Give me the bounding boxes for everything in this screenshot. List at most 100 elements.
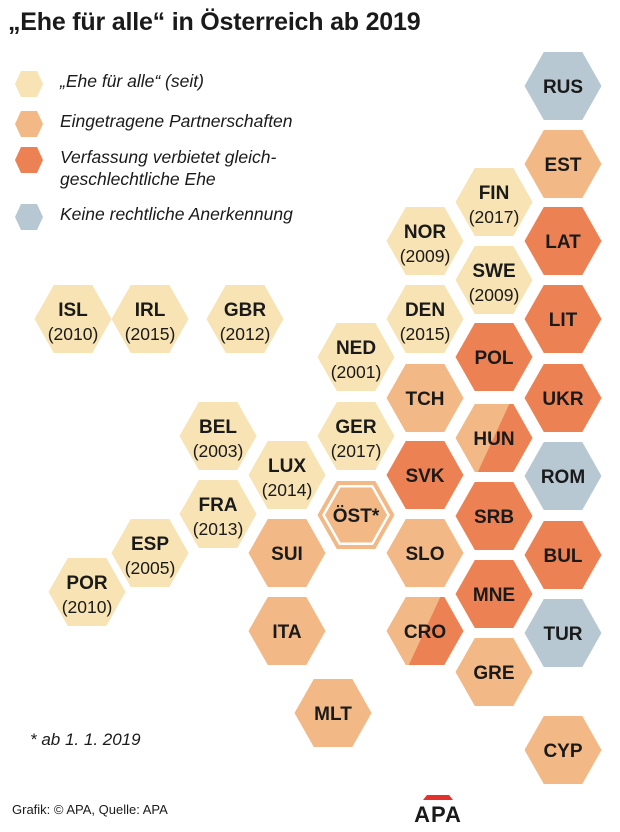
country-hex-lat: LAT	[524, 207, 602, 275]
country-code-label: CYP	[543, 741, 582, 762]
hex-shape	[294, 679, 372, 747]
country-hex-mlt: MLT	[294, 679, 372, 747]
country-hex-isl: ISL (2010)	[34, 285, 112, 353]
country-hex-gre: GRE	[455, 638, 533, 706]
country-hex-svk: SVK	[386, 441, 464, 509]
country-hex-ger: GER (2017)	[317, 402, 395, 470]
country-code-label: TUR	[543, 624, 582, 645]
country-hex-ukr: UKR	[524, 364, 602, 432]
country-year-label: (2010)	[62, 597, 113, 617]
hex-shape	[524, 599, 602, 667]
country-year-label: (2015)	[125, 324, 176, 344]
country-hex-bel: BEL (2003)	[179, 402, 257, 470]
hex-shape	[524, 285, 602, 353]
hex-shape	[248, 441, 326, 509]
country-hex-tur: TUR	[524, 599, 602, 667]
country-code-label: SLO	[405, 544, 444, 565]
country-code-label: SVK	[405, 466, 444, 487]
hex-shape	[317, 323, 395, 391]
country-code-label: ÖST*	[333, 506, 380, 527]
country-code-label: NED	[336, 338, 376, 359]
country-code-label: EST	[545, 155, 582, 176]
country-code-label: IRL	[135, 300, 166, 321]
country-hex-nor: NOR (2009)	[386, 207, 464, 275]
country-code-label: TCH	[405, 389, 444, 410]
hex-shape	[248, 597, 326, 665]
country-hex-por: POR (2010)	[48, 558, 126, 626]
country-hex-fin: FIN (2017)	[455, 168, 533, 236]
country-code-label: BUL	[543, 546, 582, 567]
country-hex-cro: CRO	[386, 597, 464, 665]
hex-shape	[524, 716, 602, 784]
country-code-label: ISL	[58, 300, 88, 321]
country-year-label: (2003)	[193, 441, 244, 461]
country-code-label: LAT	[545, 232, 581, 253]
country-code-label: ROM	[541, 467, 585, 488]
country-code-label: MNE	[473, 585, 515, 606]
hex-shape	[317, 402, 395, 470]
country-code-label: DEN	[405, 300, 445, 321]
hex-shape	[455, 482, 533, 550]
country-hex-lit: LIT	[524, 285, 602, 353]
hex-shape	[524, 364, 602, 432]
country-hex-fra: FRA (2013)	[179, 480, 257, 548]
country-code-label: SWE	[472, 261, 515, 282]
country-hex-srb: SRB	[455, 482, 533, 550]
country-hex-tch: TCH	[386, 364, 464, 432]
country-hex-gbr: GBR (2012)	[206, 285, 284, 353]
country-code-label: POL	[474, 348, 513, 369]
country-hex-irl: IRL (2015)	[111, 285, 189, 353]
country-code-label: RUS	[543, 77, 583, 98]
country-year-label: (2005)	[125, 558, 176, 578]
country-year-label: (2014)	[262, 480, 313, 500]
hex-shape	[524, 52, 602, 120]
country-code-label: LIT	[549, 310, 578, 331]
country-hex-lux: LUX (2014)	[248, 441, 326, 509]
country-code-label: HUN	[473, 429, 514, 450]
footnote: * ab 1. 1. 2019	[30, 730, 141, 749]
hex-shape	[386, 441, 464, 509]
country-code-label: BEL	[199, 417, 237, 438]
country-code-label: UKR	[542, 389, 583, 410]
country-hex-mne: MNE	[455, 560, 533, 628]
country-hex-rus: RUS	[524, 52, 602, 120]
svg-text:APA: APA	[414, 802, 462, 825]
country-hex-slo: SLO	[386, 519, 464, 587]
country-code-label: SRB	[474, 507, 514, 528]
country-hex-sui: SUI	[248, 519, 326, 587]
country-year-label: (2012)	[220, 324, 271, 344]
country-hex-est: EST	[524, 130, 602, 198]
country-code-label: FIN	[479, 183, 510, 204]
hex-shape	[248, 519, 326, 587]
country-code-label: GRE	[473, 663, 514, 684]
country-hex-cyp: CYP	[524, 716, 602, 784]
country-hex-oest: ÖST*	[317, 481, 395, 549]
hex-split-shape	[474, 404, 533, 472]
source-credit: Grafik: © APA, Quelle: APA	[12, 802, 168, 817]
hex-shape	[206, 285, 284, 353]
country-code-label: GER	[335, 417, 376, 438]
hex-shape	[386, 519, 464, 587]
hex-shape	[455, 638, 533, 706]
country-code-label: FRA	[198, 495, 237, 516]
hex-shape	[111, 285, 189, 353]
country-hex-bul: BUL	[524, 521, 602, 589]
country-code-label: CRO	[404, 622, 446, 643]
hex-shape	[455, 168, 533, 236]
country-hex-pol: POL	[455, 323, 533, 391]
hex-shape	[524, 207, 602, 275]
country-year-label: (2013)	[193, 519, 244, 539]
country-hex-hun: HUN	[455, 404, 533, 472]
country-code-label: NOR	[404, 222, 447, 243]
country-code-label: SUI	[271, 544, 303, 565]
country-code-label: GBR	[224, 300, 267, 321]
hex-shape	[386, 285, 464, 353]
country-year-label: (2015)	[400, 324, 451, 344]
country-hex-esp: ESP (2005)	[111, 519, 189, 587]
hex-shape	[524, 442, 602, 510]
apa-logo: APA	[414, 795, 462, 825]
hex-shape	[455, 246, 533, 314]
highlight-ring	[322, 485, 390, 545]
hex-split-shape	[405, 597, 464, 665]
